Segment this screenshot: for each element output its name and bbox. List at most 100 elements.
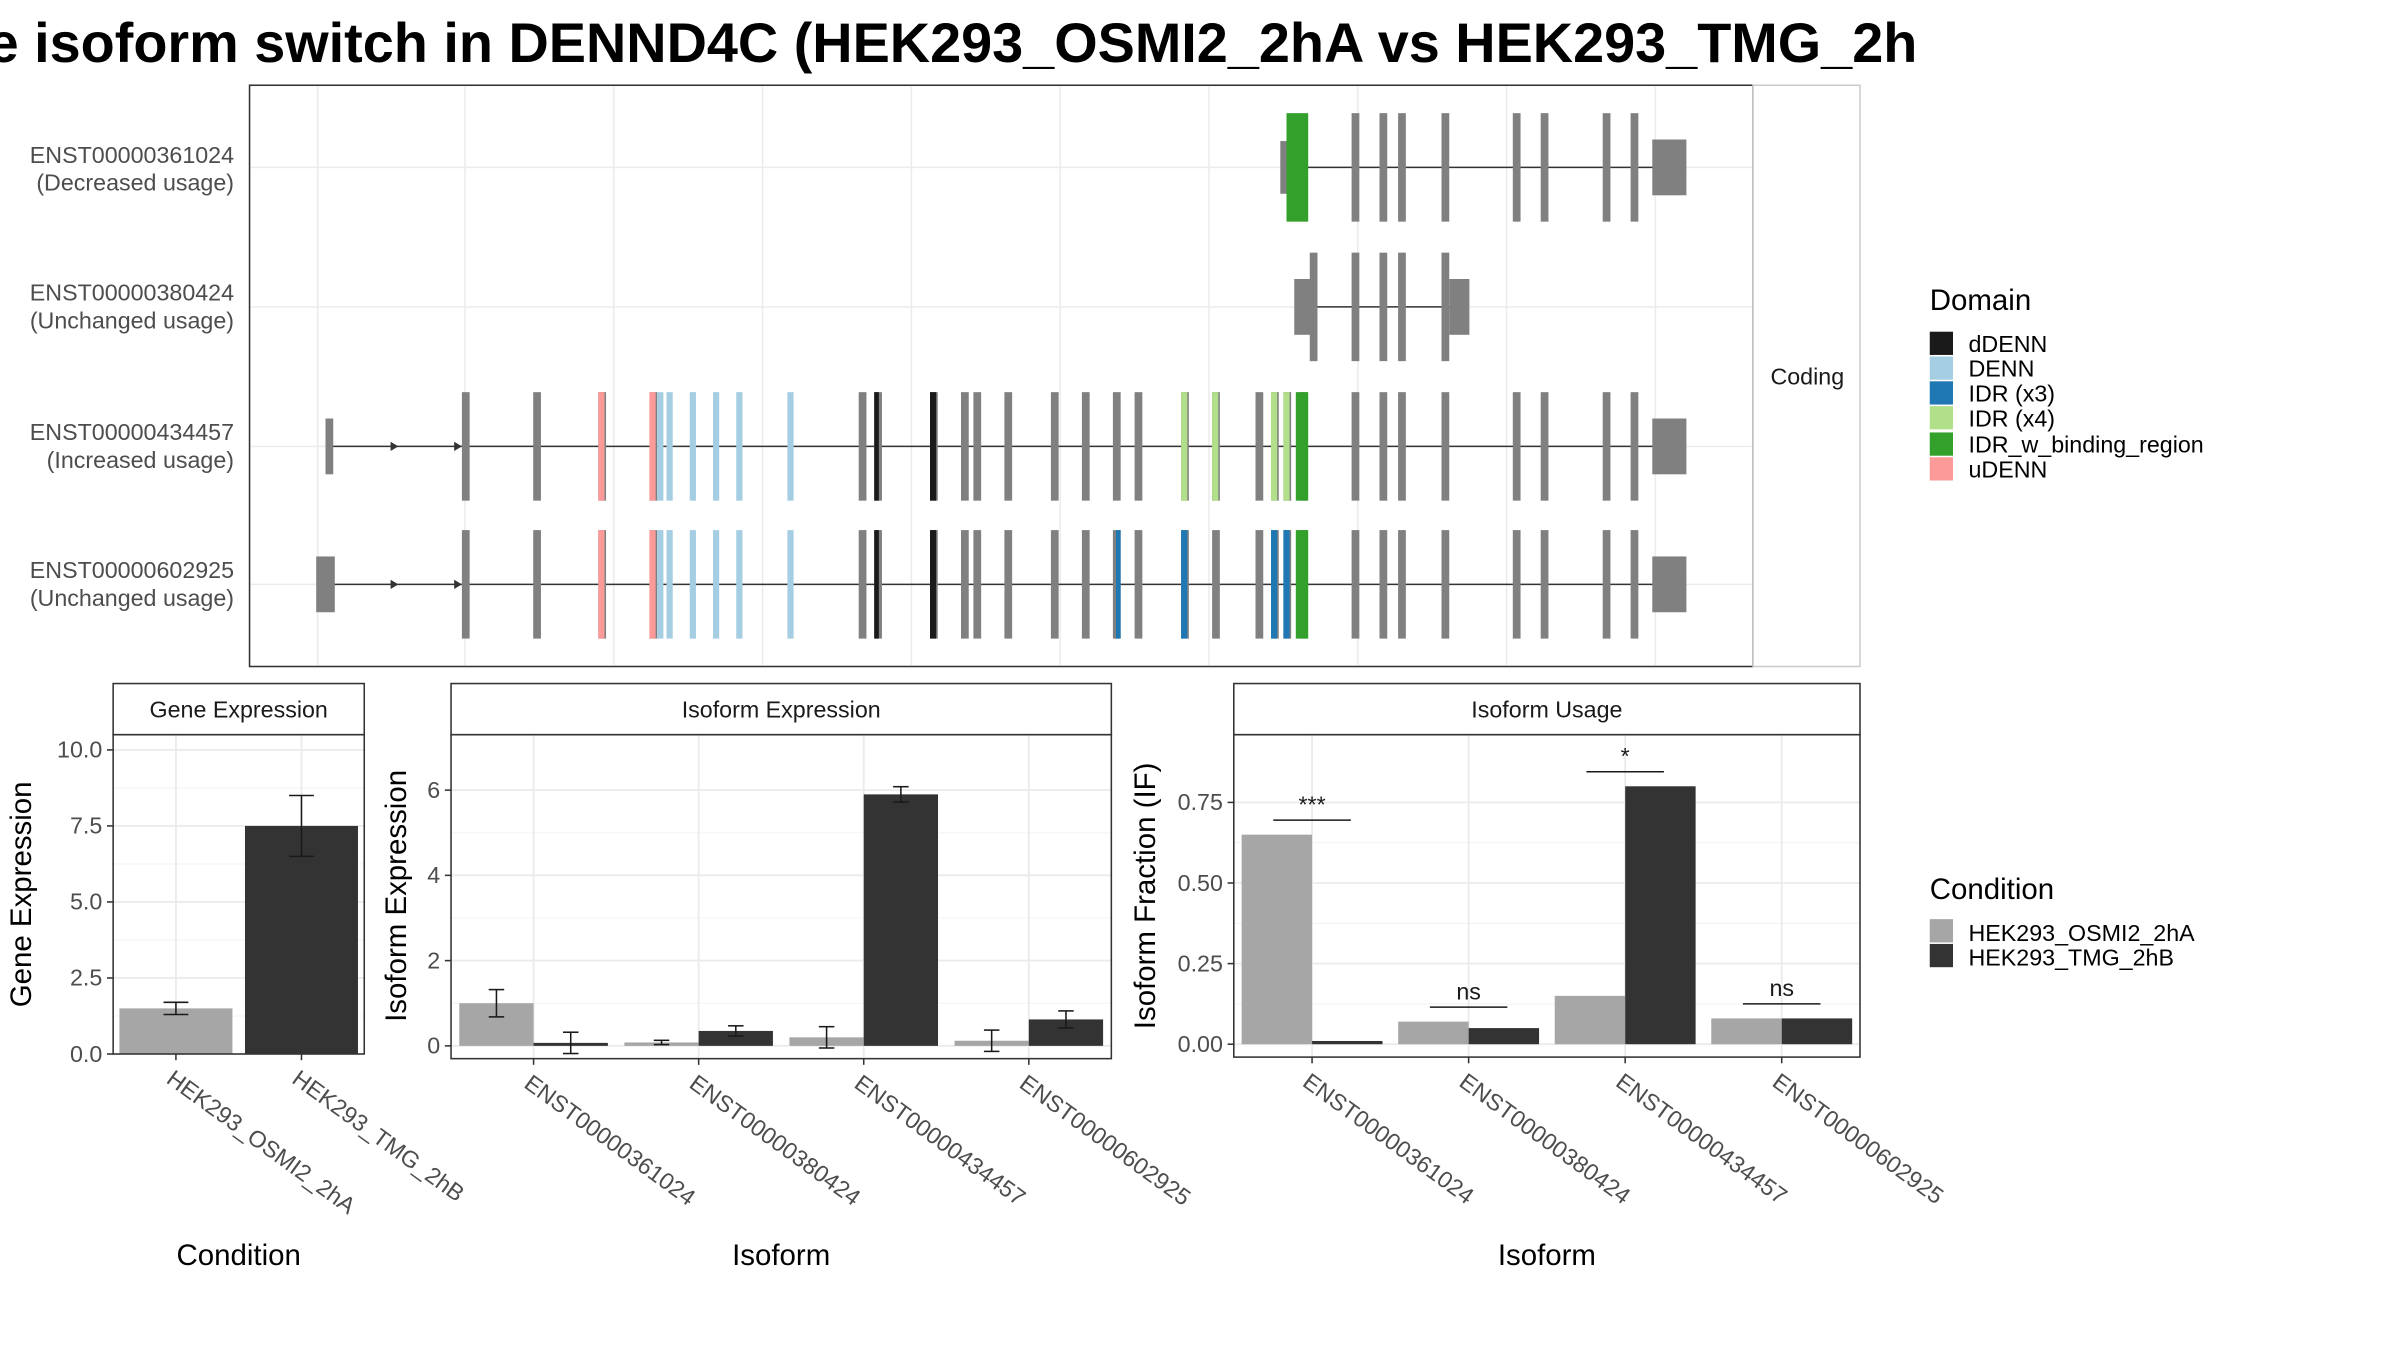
exon-block-4-16 (1255, 530, 1264, 639)
isoform-usage-ytick-label-1: 0.25 (1178, 950, 1223, 976)
domain-label-udenn: uDENN (1969, 456, 2048, 482)
domain-block-3-0 (598, 392, 605, 501)
strip-coding-label: Coding (1770, 363, 1844, 389)
isoform-expression-ytick-label-2: 4 (427, 862, 440, 888)
isoform-expression-bar-s1-1 (698, 1030, 773, 1046)
isoform-usage-bar-s0-0 (1241, 834, 1313, 1045)
exon-block-1-5 (1540, 113, 1549, 222)
gene-expression-ytick-label-4: 10.0 (57, 737, 102, 763)
exon-block-4-20 (1351, 530, 1360, 639)
exon-block-4-7 (961, 530, 969, 639)
domain-block-4-0 (598, 530, 605, 639)
domain-block-4-11 (1181, 530, 1188, 639)
exon-block-3-24 (1512, 392, 1521, 501)
utr-end-2 (1449, 279, 1470, 335)
exon-block-4-8 (973, 530, 982, 639)
domain-block-4-13 (1283, 530, 1290, 639)
gene-expression-strip (112, 682, 366, 736)
exon-block-3-4 (858, 392, 867, 501)
isoform-usage-bar-s1-1 (1468, 1028, 1540, 1045)
isoform-usage-bar-s1-3 (1781, 1018, 1853, 1045)
exon-block-3-21 (1379, 392, 1388, 501)
domain-block-3-8 (930, 392, 937, 501)
transcript-track-3 (325, 392, 1687, 501)
exon-block-4-11 (1081, 530, 1090, 639)
idr-binding-block-1 (1286, 113, 1309, 222)
transcript-track-2 (1294, 252, 1470, 362)
structure-panel-border (248, 84, 1754, 668)
exon-block-3-11 (1081, 392, 1090, 501)
exon-block-4-24 (1512, 530, 1521, 639)
domain-key-udenn (1929, 457, 1953, 481)
domain-block-3-10 (1181, 392, 1188, 501)
exon-block-1-1 (1379, 113, 1388, 222)
isoform-usage-bar-s0-2 (1554, 995, 1626, 1045)
utr-end-4 (1652, 556, 1687, 613)
gene-expression-bar-0 (119, 1008, 233, 1054)
exon-block-4-9 (1004, 530, 1013, 639)
condition-key-osmi2 (1929, 919, 1953, 943)
domain-block-4-4 (689, 530, 696, 639)
exon-block-1-3 (1441, 113, 1450, 222)
isoform-usage-ytick-label-0: 0.00 (1178, 1031, 1223, 1057)
isoform-usage-sig-label-1: ns (1456, 978, 1481, 1004)
domain-label-denn: DENN (1969, 356, 2035, 382)
exon-block-2-2 (1379, 252, 1388, 362)
domain-key-denn (1929, 356, 1953, 380)
intron-arrow-3b (454, 441, 462, 452)
exon-block-1-4 (1512, 113, 1521, 222)
isoform-usage-strip-title: Isoform Usage (1471, 697, 1622, 723)
domain-label-idr-x3: IDR (x3) (1969, 380, 2056, 406)
domain-key-ddenn (1929, 331, 1953, 355)
isoform-expression-xtick-label-0: ENST00000361024 (520, 1070, 701, 1211)
domain-block-3-5 (713, 392, 720, 501)
exon-block-3-7 (961, 392, 969, 501)
isoform-usage-bar-s0-3 (1711, 1018, 1782, 1045)
domain-block-4-7 (787, 530, 794, 639)
gene-expression-bars (119, 794, 358, 1054)
exon-block-1-7 (1630, 113, 1639, 222)
exon-block-3-13 (1134, 392, 1143, 501)
domain-block-3-11 (1212, 392, 1219, 501)
condition-label-tmg: HEK293_TMG_2hB (1969, 945, 2174, 971)
exon-block-4-25 (1540, 530, 1549, 639)
intron-arrow-3a (390, 441, 399, 452)
isoform-expression-ytick-label-3: 6 (427, 777, 440, 803)
isoform-expression-xtick-label-3: ENST00000602925 (1015, 1070, 1196, 1211)
exon-block-4-23 (1441, 530, 1450, 639)
isoform-expression-plot-border (450, 733, 1113, 1060)
isoform-expression-panel: Isoform Expression 0246ENST00000361024EN… (380, 682, 1196, 1272)
exon-block-3-8 (973, 392, 982, 501)
domain-block-4-8 (930, 530, 937, 639)
transcript-label-4-id: ENST00000602925 (30, 557, 234, 583)
isoform-expression-xlabel: Isoform (732, 1239, 830, 1272)
figure-title: e isoform switch in DENND4C (HEK293_OSMI… (0, 11, 1917, 74)
exon-block-2-1 (1351, 252, 1360, 362)
isoform-usage-sig-label-0: *** (1298, 791, 1325, 817)
exon-block-3-26 (1602, 392, 1611, 501)
exon-block-1-2 (1398, 113, 1406, 222)
isoform-usage-bar-s1-0 (1312, 1040, 1383, 1045)
domain-block-4-9 (874, 530, 879, 639)
domain-legend-title: Domain (1930, 284, 2031, 317)
domain-block-3-9 (874, 392, 879, 501)
gene-expression-ytick-label-1: 2.5 (70, 965, 102, 991)
isoform-expression-bar-s1-2 (863, 794, 939, 1046)
exon-block-4-26 (1602, 530, 1611, 639)
isoform-expression-ytick-label-0: 0 (427, 1033, 440, 1059)
exon-block-1-0 (1351, 113, 1360, 222)
domain-block-3-7 (787, 392, 794, 501)
transcript-track-1 (1280, 113, 1687, 222)
exon-block-3-23 (1441, 392, 1450, 501)
exon-block-3-12 (1112, 392, 1121, 501)
transcript-label-2-id: ENST00000380424 (30, 280, 234, 306)
domain-block-3-4 (689, 392, 696, 501)
exon-block-4-4 (858, 530, 867, 639)
exon-block-4-0 (461, 530, 470, 639)
transcript-label-1-id: ENST00000361024 (30, 142, 234, 168)
transcript-label-3-usage: (Increased usage) (47, 447, 234, 473)
gene-expression-xlabel: Condition (177, 1239, 301, 1272)
exon-block-3-22 (1398, 392, 1406, 501)
